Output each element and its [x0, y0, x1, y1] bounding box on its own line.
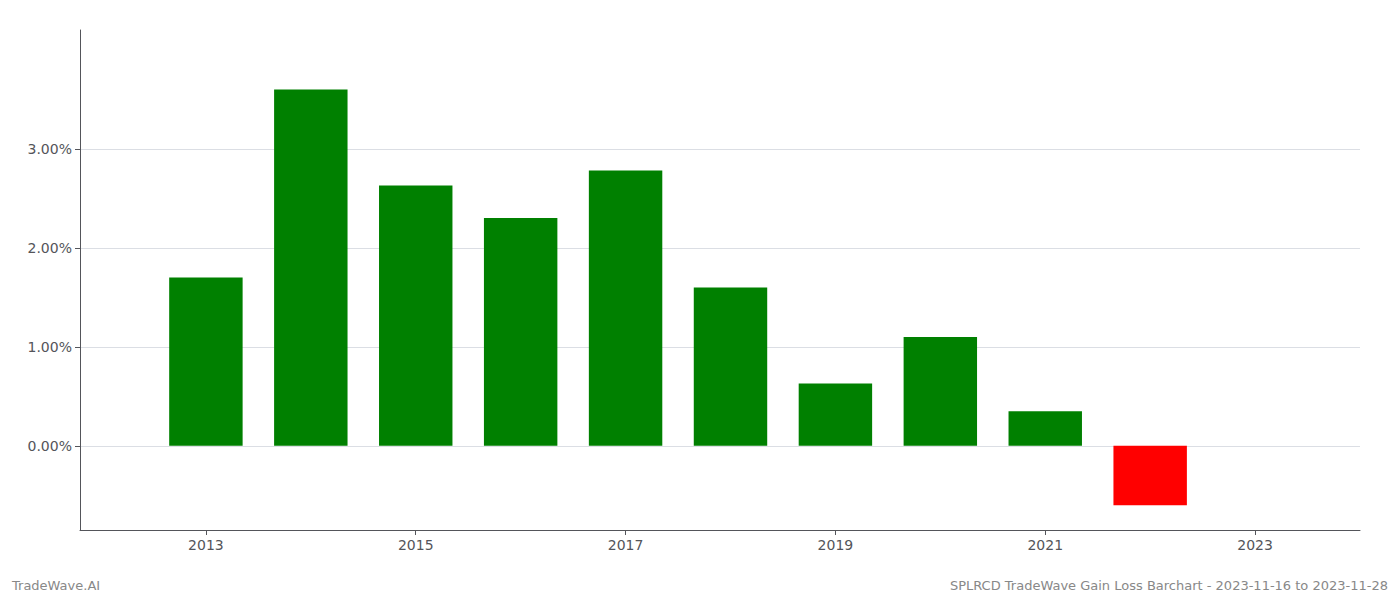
svg-text:TradeWave.AI: TradeWave.AI	[11, 578, 100, 593]
svg-text:2023: 2023	[1237, 537, 1273, 553]
svg-text:2021: 2021	[1027, 537, 1063, 553]
svg-text:SPLRCD TradeWave Gain Loss Bar: SPLRCD TradeWave Gain Loss Barchart - 20…	[950, 578, 1388, 593]
svg-text:1.00%: 1.00%	[28, 339, 72, 355]
svg-text:3.00%: 3.00%	[28, 141, 72, 157]
svg-text:2019: 2019	[818, 537, 854, 553]
svg-text:2017: 2017	[608, 537, 644, 553]
svg-text:2015: 2015	[398, 537, 434, 553]
svg-text:2.00%: 2.00%	[28, 240, 72, 256]
svg-text:2013: 2013	[188, 537, 224, 553]
svg-text:0.00%: 0.00%	[28, 438, 72, 454]
